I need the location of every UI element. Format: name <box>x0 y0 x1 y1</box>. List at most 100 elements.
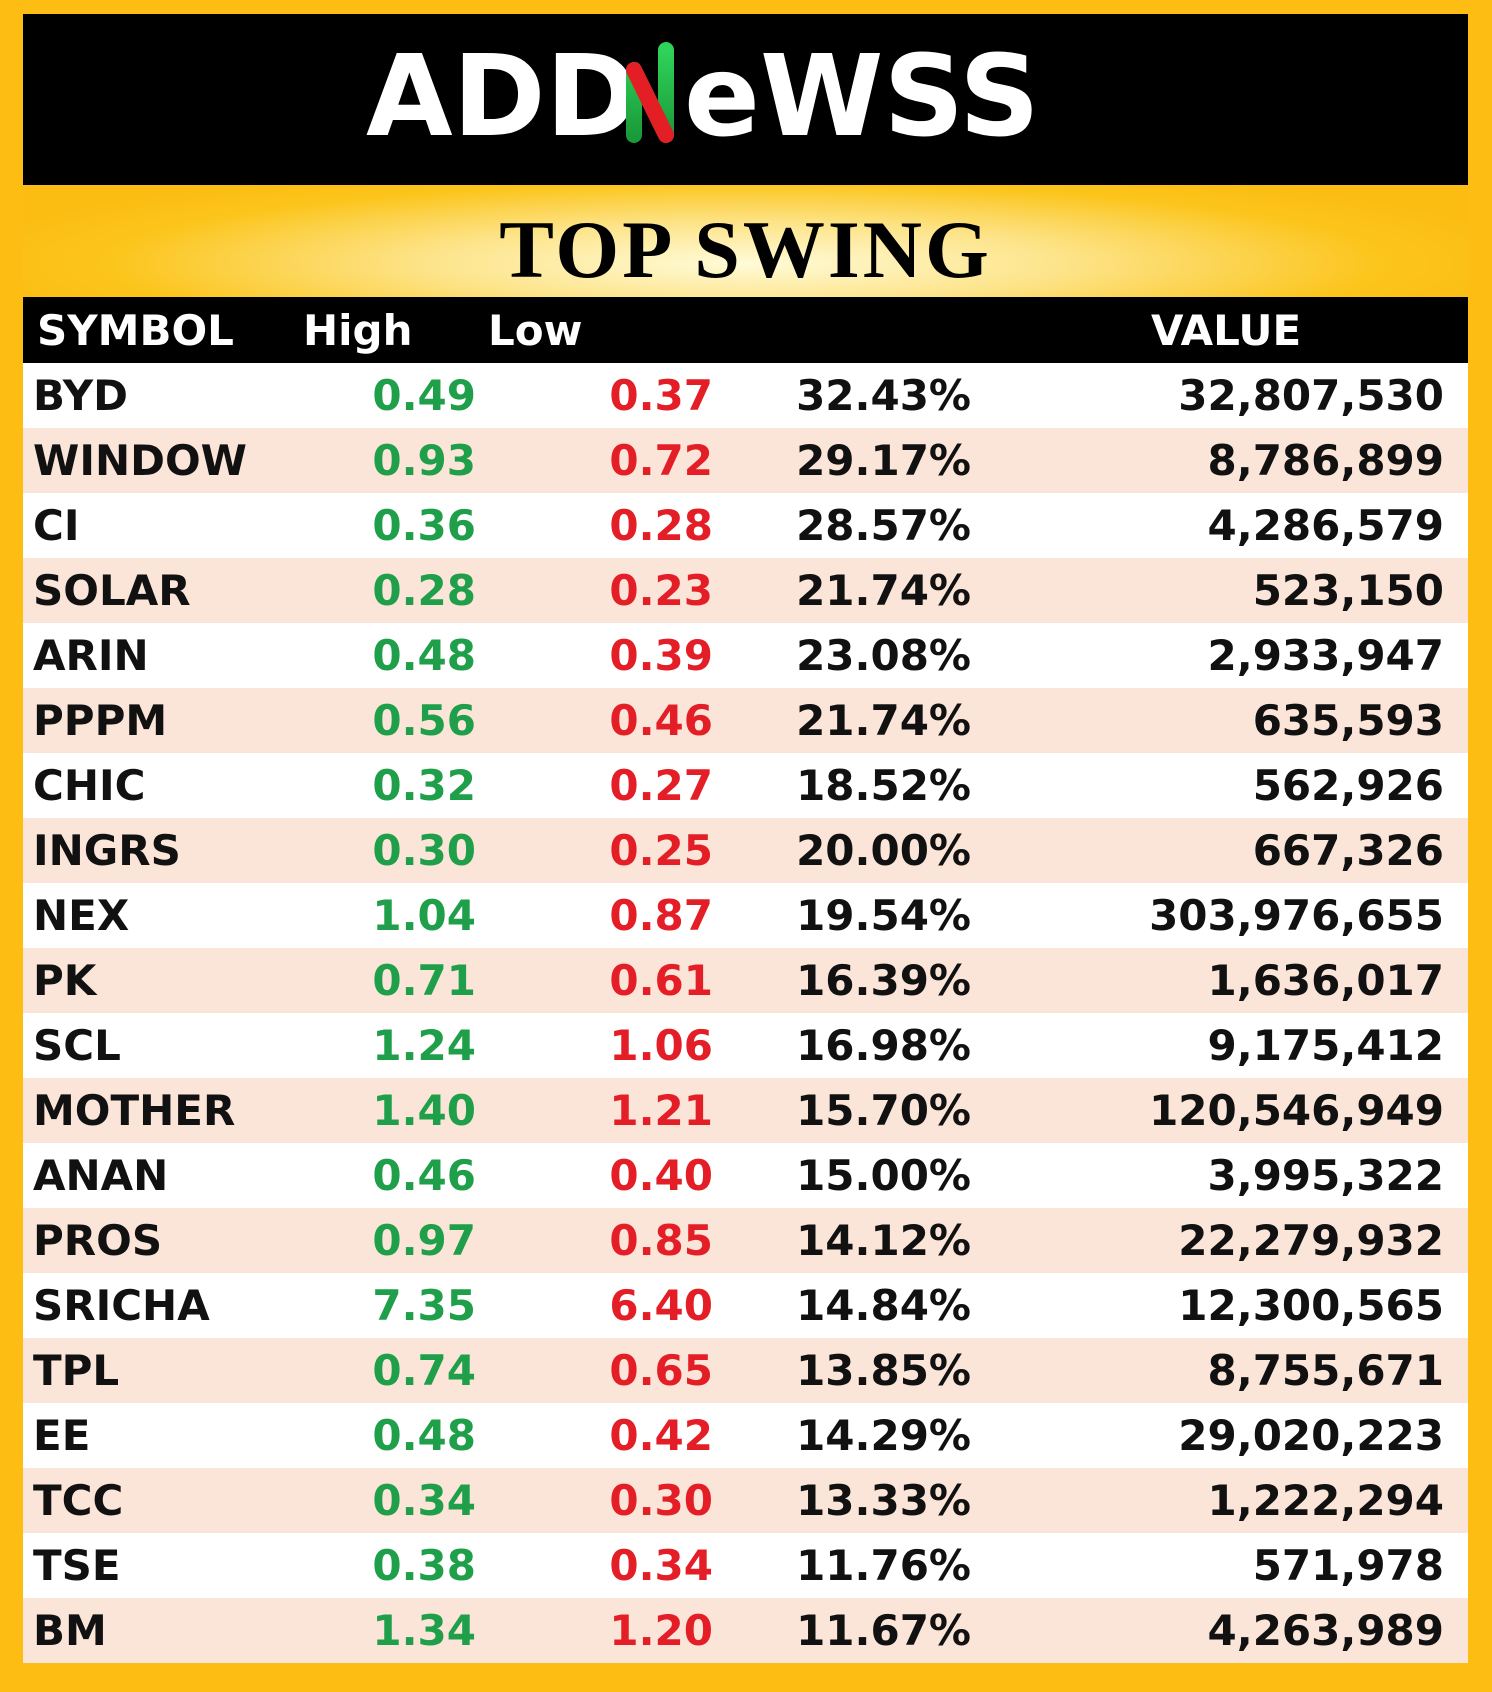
low-cell: 0.25 <box>609 826 713 875</box>
symbol-cell: ANAN <box>33 1151 169 1200</box>
value-cell: 12,300,565 <box>1178 1281 1444 1330</box>
table-row: INGRS 0.30 0.25 20.00% 667,326 <box>23 818 1468 883</box>
symbol-cell: MOTHER <box>33 1086 236 1135</box>
value-cell: 667,326 <box>1252 826 1444 875</box>
symbol-cell: SOLAR <box>33 566 191 615</box>
symbol-cell: CHIC <box>33 761 146 810</box>
percent-cell: 14.84% <box>796 1281 971 1330</box>
symbol-cell: CI <box>33 501 80 550</box>
logo-n-mark <box>625 41 674 143</box>
low-cell: 0.39 <box>609 631 713 680</box>
table-row: ANAN 0.46 0.40 15.00% 3,995,322 <box>23 1143 1468 1208</box>
value-cell: 29,020,223 <box>1178 1411 1444 1460</box>
high-cell: 0.36 <box>372 501 476 550</box>
value-cell: 4,263,989 <box>1207 1606 1444 1655</box>
table-row: PROS 0.97 0.85 14.12% 22,279,932 <box>23 1208 1468 1273</box>
high-cell: 0.32 <box>372 761 476 810</box>
logo-graphic: ADD eWSS <box>366 35 1040 162</box>
percent-cell: 21.74% <box>796 696 971 745</box>
high-cell: 7.35 <box>372 1281 476 1330</box>
high-cell: 1.04 <box>372 891 476 940</box>
header-percent <box>723 297 983 363</box>
high-cell: 0.97 <box>372 1216 476 1265</box>
percent-cell: 19.54% <box>796 891 971 940</box>
percent-cell: 23.08% <box>796 631 971 680</box>
low-cell: 0.27 <box>609 761 713 810</box>
value-cell: 8,755,671 <box>1207 1346 1444 1395</box>
high-cell: 0.34 <box>372 1476 476 1525</box>
value-cell: 32,807,530 <box>1178 371 1444 420</box>
table-row: EE 0.48 0.42 14.29% 29,020,223 <box>23 1403 1468 1468</box>
high-cell: 0.30 <box>372 826 476 875</box>
symbol-cell: BYD <box>33 371 128 420</box>
percent-cell: 14.29% <box>796 1411 971 1460</box>
low-cell: 0.30 <box>609 1476 713 1525</box>
value-cell: 1,636,017 <box>1207 956 1444 1005</box>
title-band: TOP SWING <box>23 185 1468 297</box>
symbol-cell: PROS <box>33 1216 163 1265</box>
symbol-cell: TSE <box>33 1541 121 1590</box>
percent-cell: 13.85% <box>796 1346 971 1395</box>
symbol-cell: BM <box>33 1606 107 1655</box>
swing-table: SYMBOL High Low VALUE BYD 0.49 0.37 32.43% 3… <box>23 297 1468 1663</box>
value-cell: 4,286,579 <box>1207 501 1444 550</box>
percent-cell: 16.39% <box>796 956 971 1005</box>
value-cell: 303,976,655 <box>1149 891 1444 940</box>
table-row: PK 0.71 0.61 16.39% 1,636,017 <box>23 948 1468 1013</box>
symbol-cell: SRICHA <box>33 1281 210 1330</box>
percent-cell: 14.12% <box>796 1216 971 1265</box>
header-low: Low <box>488 305 583 355</box>
percent-cell: 15.70% <box>796 1086 971 1135</box>
low-cell: 6.40 <box>609 1281 713 1330</box>
high-cell: 0.28 <box>372 566 476 615</box>
high-cell: 0.56 <box>372 696 476 745</box>
table-row: TSE 0.38 0.34 11.76% 571,978 <box>23 1533 1468 1598</box>
percent-cell: 11.76% <box>796 1541 971 1590</box>
low-cell: 1.21 <box>609 1086 713 1135</box>
table-row: PPPM 0.56 0.46 21.74% 635,593 <box>23 688 1468 753</box>
low-cell: 0.28 <box>609 501 713 550</box>
symbol-cell: EE <box>33 1411 91 1460</box>
low-cell: 0.72 <box>609 436 713 485</box>
value-cell: 571,978 <box>1252 1541 1444 1590</box>
percent-cell: 28.57% <box>796 501 971 550</box>
table-row: SRICHA 7.35 6.40 14.84% 12,300,565 <box>23 1273 1468 1338</box>
low-cell: 0.46 <box>609 696 713 745</box>
low-cell: 0.85 <box>609 1216 713 1265</box>
value-cell: 635,593 <box>1252 696 1444 745</box>
table-row: TPL 0.74 0.65 13.85% 8,755,671 <box>23 1338 1468 1403</box>
high-cell: 1.34 <box>372 1606 476 1655</box>
low-cell: 0.40 <box>609 1151 713 1200</box>
low-cell: 0.42 <box>609 1411 713 1460</box>
percent-cell: 15.00% <box>796 1151 971 1200</box>
low-cell: 0.23 <box>609 566 713 615</box>
value-cell: 3,995,322 <box>1207 1151 1444 1200</box>
high-cell: 0.71 <box>372 956 476 1005</box>
symbol-cell: PPPM <box>33 696 168 745</box>
table-row: WINDOW 0.93 0.72 29.17% 8,786,899 <box>23 428 1468 493</box>
value-cell: 22,279,932 <box>1178 1216 1444 1265</box>
high-cell: 1.40 <box>372 1086 476 1135</box>
low-cell: 0.37 <box>609 371 713 420</box>
low-cell: 0.34 <box>609 1541 713 1590</box>
value-cell: 8,786,899 <box>1207 436 1444 485</box>
table-row: CI 0.36 0.28 28.57% 4,286,579 <box>23 493 1468 558</box>
symbol-cell: TPL <box>33 1346 120 1395</box>
symbol-cell: ARIN <box>33 631 149 680</box>
table-row: TCC 0.34 0.30 13.33% 1,222,294 <box>23 1468 1468 1533</box>
page-title: TOP SWING <box>499 204 992 295</box>
brand-header: ADD eWSS <box>23 14 1468 185</box>
table-body: BYD 0.49 0.37 32.43% 32,807,530 WINDOW 0.93 0.7… <box>23 363 1468 1663</box>
table-row: BM 1.34 1.20 11.67% 4,263,989 <box>23 1598 1468 1663</box>
high-cell: 0.74 <box>372 1346 476 1395</box>
symbol-cell: INGRS <box>33 826 181 875</box>
symbol-cell: NEX <box>33 891 130 940</box>
logo-text-part1: ADD <box>366 35 639 162</box>
table-row: NEX 1.04 0.87 19.54% 303,976,655 <box>23 883 1468 948</box>
value-cell: 523,150 <box>1252 566 1444 615</box>
symbol-cell: WINDOW <box>33 436 247 485</box>
percent-cell: 32.43% <box>796 371 971 420</box>
value-cell: 9,175,412 <box>1207 1021 1444 1070</box>
symbol-cell: PK <box>33 956 97 1005</box>
symbol-cell: TCC <box>33 1476 124 1525</box>
